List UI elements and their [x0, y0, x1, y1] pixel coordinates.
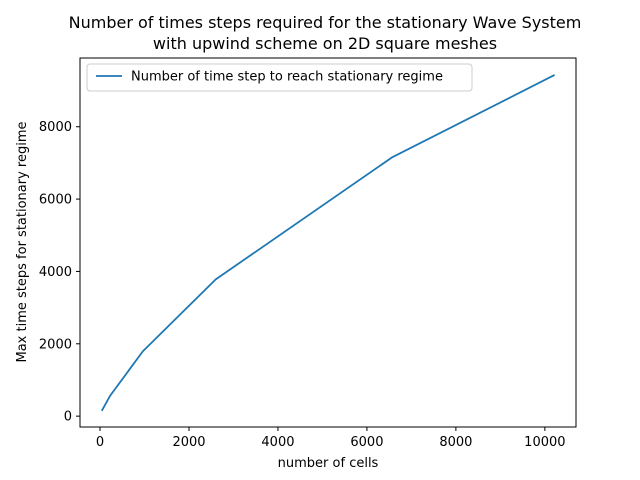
- y-tick-label: 6000: [39, 193, 72, 208]
- chart-title-line-2: with upwind scheme on 2D square meshes: [153, 34, 497, 53]
- chart-title-line-1: Number of times steps required for the s…: [69, 13, 582, 32]
- plot-frame: [79, 57, 577, 428]
- legend-box: [86, 63, 473, 92]
- y-tick-label: 8000: [39, 120, 72, 135]
- legend-label: Number of time step to reach stationary …: [131, 70, 443, 85]
- x-tick-label: 0: [96, 435, 104, 450]
- x-tick-label: 6000: [350, 435, 383, 450]
- y-tick-label: 2000: [39, 337, 72, 352]
- x-axis-ticks: 0 2000 4000 6000 8000 10000: [96, 427, 566, 450]
- x-axis-label: number of cells: [278, 456, 379, 471]
- x-tick-label: 2000: [172, 435, 205, 450]
- y-axis-label: Max time steps for stationary regime: [15, 121, 30, 362]
- y-tick-label: 0: [64, 410, 72, 425]
- series-line: [100, 74, 556, 412]
- plot-area: [80, 58, 576, 427]
- y-tick-label: 4000: [39, 265, 72, 280]
- x-tick-label: 10000: [524, 435, 565, 450]
- y-axis-ticks: 0 2000 4000 6000 8000: [39, 120, 80, 425]
- x-tick-label: 8000: [439, 435, 472, 450]
- legend: Number of time step to reach stationary …: [86, 63, 473, 92]
- x-tick-label: 4000: [261, 435, 294, 450]
